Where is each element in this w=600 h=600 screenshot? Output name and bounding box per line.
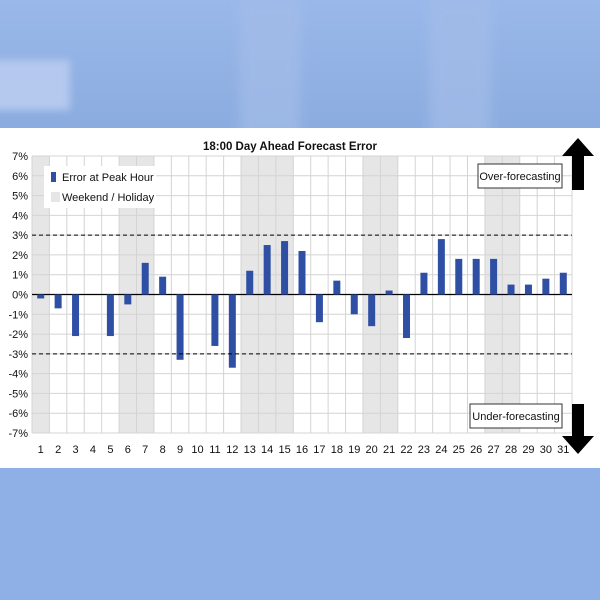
y-tick-label: -6% [8,408,28,420]
bar-day-16 [298,250,306,295]
bar-day-28 [507,284,515,295]
y-tick-label: 0% [12,290,28,302]
bar-day-22 [403,294,411,339]
bar-day-26 [472,258,480,295]
bar-day-19 [350,294,358,315]
y-tick-label: 2% [12,250,28,262]
under-forecasting-annotation: Under-forecasting [469,403,594,454]
y-tick-label: -3% [8,349,28,361]
chart-card: 18:00 Day Ahead Forecast Error 7% 6% 5% 4% 3… [0,128,600,468]
blurred-background-top [0,0,600,128]
legend-label-error: Error at Peak Hour [62,172,154,184]
legend-swatch-bar [51,172,56,182]
legend-label-weekend: Weekend / Holiday [62,192,155,204]
y-tick-label: 7% [12,151,28,163]
x-tick-label: 27 [487,444,499,456]
x-tick-label: 19 [348,444,360,456]
bar-day-20 [368,294,376,327]
bar-day-15 [281,241,289,295]
x-tick-label: 24 [435,444,447,456]
chart-title: 18:00 Day Ahead Forecast Error [203,141,378,153]
x-tick-label: 14 [261,444,273,456]
legend-swatch-weekend [51,192,60,202]
bar-day-13 [246,270,254,295]
bar-day-27 [490,258,498,295]
x-tick-label: 29 [522,444,534,456]
y-tick-label: -4% [8,369,28,381]
x-tick-label: 20 [366,444,378,456]
bar-day-7 [141,262,149,295]
over-forecasting-label: Over-forecasting [479,171,560,183]
bar-day-29 [524,284,532,295]
bar-day-17 [315,294,323,323]
x-tick-label: 1 [38,444,44,456]
x-tick-label: 22 [400,444,412,456]
bar-day-18 [333,280,341,295]
bar-day-25 [455,258,463,295]
bar-day-1 [37,294,45,299]
x-tick-label: 23 [418,444,430,456]
y-tick-label: 3% [12,230,28,242]
x-tick-label: 9 [177,444,183,456]
over-forecasting-box [477,163,563,189]
x-tick-label: 12 [226,444,238,456]
x-tick-label: 16 [296,444,308,456]
x-tick-label: 17 [313,444,325,456]
blurred-stripe [430,0,490,128]
bar-day-5 [106,294,114,337]
arrow-down-icon [562,404,594,454]
under-forecasting-label: Under-forecasting [472,411,559,423]
bar-day-24 [437,239,445,295]
bar-day-14 [263,245,271,295]
bar-day-21 [385,290,393,295]
arrow-up-icon [562,138,594,190]
bar-day-3 [72,294,80,337]
blurred-stripe [240,0,300,128]
x-tick-label: 11 [209,444,220,456]
bar-day-8 [159,276,167,295]
over-forecasting-annotation: Over-forecasting [477,138,594,190]
bar-day-6 [124,294,132,305]
y-tick-label: 4% [12,210,28,222]
bar-day-2 [54,294,62,309]
bar-day-12 [228,294,236,368]
bar-day-30 [542,278,550,295]
x-tick-label: 4 [90,444,96,456]
y-tick-label: -5% [8,388,28,400]
x-tick-label: 18 [331,444,343,456]
y-tick-label: 6% [12,171,28,183]
x-tick-label: 6 [125,444,131,456]
y-tick-label: -7% [8,428,28,440]
bar-day-9 [176,294,184,360]
x-tick-label: 25 [453,444,465,456]
x-tick-label: 15 [278,444,290,456]
bar-day-11 [211,294,219,346]
x-tick-label: 8 [160,444,166,456]
y-tick-label: -1% [8,309,28,321]
y-tick-label: 5% [12,191,28,203]
under-forecasting-box [469,403,563,429]
x-tick-label: 13 [244,444,256,456]
y-tick-label: 1% [12,270,28,282]
bar-day-23 [420,272,428,295]
x-tick-label: 7 [142,444,148,456]
x-tick-label: 21 [383,444,395,456]
x-tick-label: 30 [540,444,552,456]
legend: Error at Peak Hour Weekend / Holiday [44,166,156,208]
x-tick-label: 31 [557,444,569,456]
bar-day-31 [559,272,567,295]
forecast-error-chart: 18:00 Day Ahead Forecast Error 7% 6% 5% 4% 3… [8,138,594,456]
x-tick-label: 28 [505,444,517,456]
x-tick-label: 3 [72,444,78,456]
y-tick-label: -2% [8,329,28,341]
x-tick-label: 5 [107,444,113,456]
x-tick-label: 10 [191,444,203,456]
blurred-legend-echo [0,60,70,110]
legend-box [44,166,156,208]
x-tick-label: 26 [470,444,482,456]
x-tick-label: 2 [55,444,61,456]
